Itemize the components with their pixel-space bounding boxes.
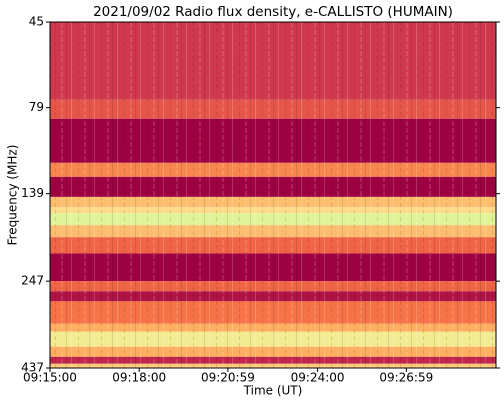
x-tick-label: 09:26:59 <box>379 371 433 385</box>
texture <box>50 22 496 368</box>
y-tick-label: 45 <box>29 15 44 29</box>
x-tick-label: 09:18:00 <box>112 371 166 385</box>
y-axis-label: Frequency (MHz) <box>6 145 20 246</box>
y-tick-label: 247 <box>21 274 44 288</box>
y-tick-label: 79 <box>29 100 44 114</box>
x-tick-label: 09:20:59 <box>201 371 255 385</box>
y-tick-label: 437 <box>21 361 44 375</box>
x-axis-label: Time (UT) <box>243 384 303 398</box>
y-tick-label: 139 <box>21 186 44 200</box>
chart-title: 2021/09/02 Radio flux density, e-CALLIST… <box>93 4 453 20</box>
x-tick-label: 09:24:00 <box>291 371 345 385</box>
plot-frame <box>49 21 497 369</box>
x-tick-label: 09:15:00 <box>23 371 77 385</box>
